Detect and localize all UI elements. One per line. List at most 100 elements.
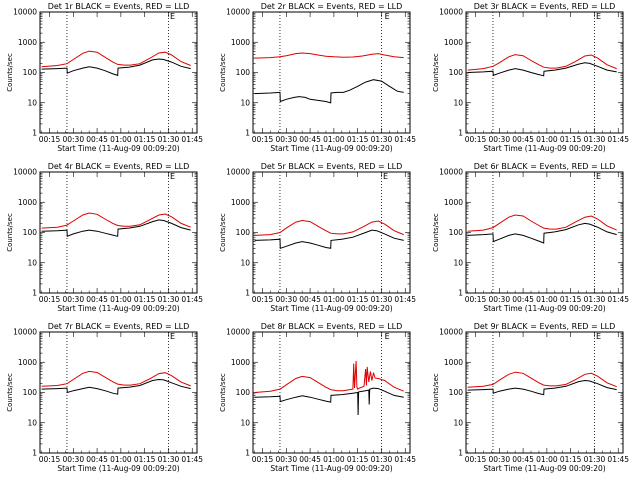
event-marker-label: E: [170, 172, 175, 181]
x-axis-label: Start Time (11-Aug-09 00:09:20): [483, 464, 605, 473]
events-series-line: [467, 379, 617, 396]
x-tick-label: 01:30: [371, 295, 393, 304]
x-tick-label: 01:30: [584, 135, 606, 144]
y-tick-label: 100: [449, 228, 464, 237]
y-tick-label: 1: [458, 129, 463, 138]
x-tick-label: 00:45: [299, 135, 321, 144]
plot-frame: [39, 171, 198, 294]
events-series-line: [254, 229, 404, 249]
panel-8: Det 8r BLACK = Events, RED = LLD 1 10 100 10…: [219, 322, 416, 473]
panel-title: Det 5r BLACK = Events, RED = LLD: [261, 162, 403, 171]
x-tick-label: 00:30: [62, 295, 84, 304]
y-tick-label: 100: [449, 388, 464, 397]
event-marker-label: E: [596, 12, 601, 21]
y-tick-label: 1000: [231, 358, 250, 367]
x-tick-label: 00:30: [488, 135, 510, 144]
x-tick-label: 01:30: [158, 135, 180, 144]
y-tick-label: 1: [32, 289, 37, 298]
panel-5: Det 5r BLACK = Events, RED = LLD 1 10 100 10…: [219, 162, 416, 313]
lld-series-line: [254, 52, 404, 59]
x-axis-label: Start Time (11-Aug-09 00:09:20): [270, 304, 392, 313]
panel-4: Det 4r BLACK = Events, RED = LLD 1 10 100 10…: [6, 162, 203, 313]
x-tick-label: 00:30: [488, 295, 510, 304]
x-tick-label: 00:15: [39, 295, 61, 304]
x-tick-label: 01:15: [134, 135, 156, 144]
y-tick-label: 1: [458, 289, 463, 298]
events-series-line: [254, 387, 404, 416]
y-tick-label: 1000: [18, 358, 37, 367]
x-axis-label: Start Time (11-Aug-09 00:09:20): [57, 464, 179, 473]
lld-series-line: [254, 360, 404, 393]
x-tick-label: 01:15: [560, 295, 582, 304]
panel-3: Det 3r BLACK = Events, RED = LLD 1 10 100 10…: [432, 2, 629, 153]
y-tick-label: 100: [23, 228, 38, 237]
y-tick-label: 10: [240, 258, 250, 267]
plot-frame: [252, 171, 411, 294]
y-tick-label: 10000: [439, 328, 463, 337]
events-series-line: [467, 62, 617, 77]
x-tick-label: 00:15: [39, 455, 61, 464]
y-tick-label: 1000: [231, 38, 250, 47]
y-tick-label: 1: [245, 449, 250, 458]
y-tick-label: 10000: [13, 328, 37, 337]
y-axis-label: Counts/sec: [6, 53, 14, 92]
y-tick-label: 10: [453, 258, 463, 267]
x-tick-label: 00:15: [252, 295, 274, 304]
event-marker-label: E: [385, 332, 390, 341]
x-axis-label: Start Time (11-Aug-09 00:09:20): [57, 144, 179, 153]
x-tick-label: 00:45: [86, 135, 108, 144]
panel-title: Det 4r BLACK = Events, RED = LLD: [48, 162, 190, 171]
x-tick-label: 00:15: [465, 135, 487, 144]
panel-7: Det 7r BLACK = Events, RED = LLD 1 10 100 10…: [6, 322, 203, 473]
x-tick-label: 00:15: [252, 455, 274, 464]
x-tick-label: 01:30: [371, 135, 393, 144]
x-tick-label: 01:45: [607, 295, 629, 304]
x-tick-label: 00:45: [299, 455, 321, 464]
events-series-line: [254, 79, 404, 104]
x-axis-label: Start Time (11-Aug-09 00:09:20): [270, 144, 392, 153]
y-axis-label: Counts/sec: [219, 53, 227, 92]
x-tick-label: 01:45: [394, 295, 416, 304]
y-tick-label: 1: [32, 129, 37, 138]
x-tick-label: 01:00: [323, 135, 345, 144]
panel-9: Det 9r BLACK = Events, RED = LLD 1 10 100 10…: [432, 322, 629, 473]
y-tick-label: 10000: [226, 328, 250, 337]
x-tick-label: 01:15: [560, 135, 582, 144]
x-axis-label: Start Time (11-Aug-09 00:09:20): [270, 464, 392, 473]
y-tick-label: 10000: [13, 168, 37, 177]
y-tick-label: 1: [245, 129, 250, 138]
y-tick-label: 10: [240, 98, 250, 107]
y-axis-label: Counts/sec: [432, 213, 440, 252]
x-tick-label: 00:30: [275, 135, 297, 144]
y-tick-label: 100: [236, 68, 251, 77]
plot-frame: [465, 11, 624, 134]
x-tick-label: 00:30: [62, 135, 84, 144]
y-tick-label: 10000: [439, 168, 463, 177]
y-tick-label: 1000: [18, 198, 37, 207]
y-tick-label: 10: [453, 418, 463, 427]
y-axis-label: Counts/sec: [219, 213, 227, 252]
x-axis-label: Start Time (11-Aug-09 00:09:20): [57, 304, 179, 313]
event-marker-label: E: [170, 12, 175, 21]
event-marker-label: E: [383, 172, 388, 181]
panel-1: Det 1r BLACK = Events, RED = LLD 1 10 100 10…: [6, 2, 203, 153]
panel-6: Det 6r BLACK = Events, RED = LLD 1 10 100 10…: [432, 162, 629, 313]
lld-series-line: [41, 50, 191, 68]
y-tick-label: 1000: [231, 198, 250, 207]
x-tick-label: 00:15: [39, 135, 61, 144]
x-tick-label: 01:15: [347, 455, 369, 464]
panel-title: Det 2r BLACK = Events, RED = LLD: [261, 2, 403, 11]
plot-frame: [39, 11, 198, 134]
y-tick-label: 100: [236, 388, 251, 397]
x-tick-label: 01:45: [181, 135, 203, 144]
x-tick-label: 01:00: [536, 295, 558, 304]
x-tick-label: 01:00: [110, 455, 132, 464]
events-series-line: [467, 222, 617, 244]
y-axis-label: Counts/sec: [432, 373, 440, 412]
x-tick-label: 01:15: [347, 135, 369, 144]
y-tick-label: 10: [27, 258, 37, 267]
events-series-line: [41, 378, 191, 395]
y-tick-label: 1000: [444, 358, 463, 367]
y-tick-label: 1000: [18, 38, 37, 47]
y-tick-label: 10000: [13, 8, 37, 17]
